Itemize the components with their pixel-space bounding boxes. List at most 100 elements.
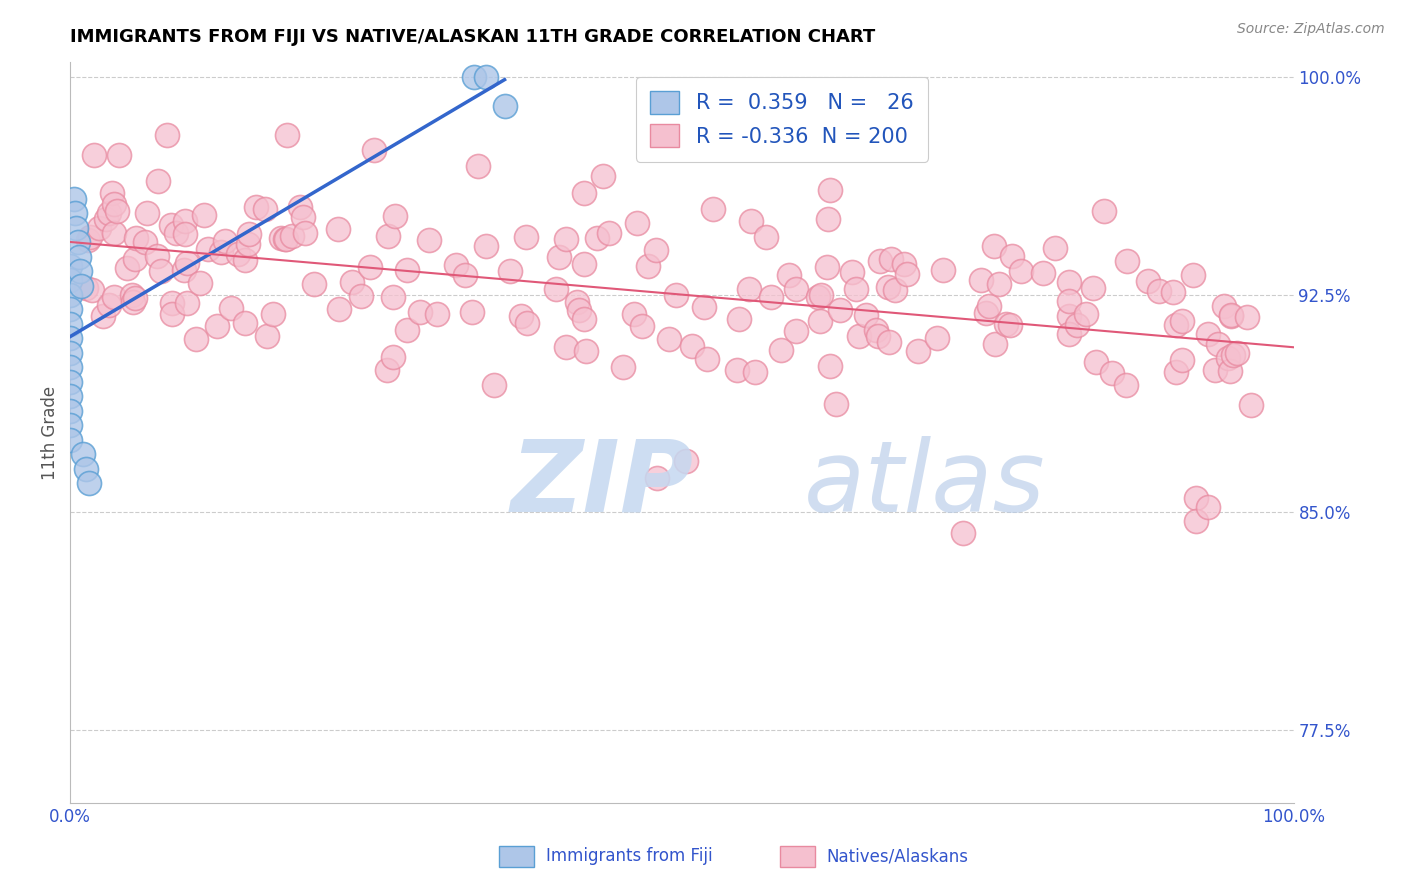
Point: [568, 302, 591, 317]
Point: [294, 226, 316, 240]
Point: [83, 148, 105, 162]
Point: [1115, 377, 1137, 392]
Point: [592, 169, 614, 183]
Point: [359, 260, 381, 274]
Point: [848, 329, 870, 343]
Point: [631, 319, 654, 334]
Point: [59, 287, 82, 301]
Point: [253, 202, 276, 216]
Point: [121, 287, 143, 301]
Point: [877, 280, 900, 294]
Point: [173, 263, 195, 277]
Point: [115, 260, 138, 275]
Point: [907, 343, 929, 358]
Point: [1094, 203, 1116, 218]
Point: [233, 252, 256, 267]
Point: [444, 259, 467, 273]
Point: [193, 208, 215, 222]
Point: [1101, 366, 1123, 380]
Point: [818, 359, 841, 374]
Text: Source: ZipAtlas.com: Source: ZipAtlas.com: [1237, 22, 1385, 37]
Point: [1032, 266, 1054, 280]
Point: [725, 363, 748, 377]
Point: [927, 331, 949, 345]
Point: [100, 186, 122, 201]
Point: [637, 260, 659, 274]
Point: [817, 211, 839, 226]
Point: [1236, 310, 1258, 325]
Point: [159, 218, 181, 232]
Point: [103, 196, 125, 211]
Point: [1219, 309, 1241, 323]
Point: [865, 324, 887, 338]
Point: [262, 307, 284, 321]
Point: [409, 305, 432, 319]
Point: [463, 70, 485, 84]
Point: [233, 316, 256, 330]
Point: [994, 317, 1017, 331]
Point: [108, 148, 131, 162]
Point: [176, 296, 198, 310]
FancyBboxPatch shape: [499, 846, 534, 867]
Point: [983, 239, 1005, 253]
Point: [125, 230, 148, 244]
Point: [693, 300, 716, 314]
Point: [156, 128, 179, 142]
Point: [626, 216, 648, 230]
Point: [66, 235, 89, 250]
Point: [89, 221, 111, 235]
Point: [567, 295, 589, 310]
Point: [65, 221, 87, 235]
Point: [516, 316, 538, 330]
Point: [59, 259, 82, 273]
Point: [59, 302, 82, 317]
Point: [377, 229, 399, 244]
Point: [499, 263, 522, 277]
Legend: R =  0.359   N =   26, R = -0.336  N = 200: R = 0.359 N = 26, R = -0.336 N = 200: [636, 77, 928, 161]
Point: [1057, 310, 1080, 324]
Point: [219, 301, 242, 315]
Point: [340, 275, 363, 289]
Point: [59, 317, 82, 331]
Point: [124, 291, 146, 305]
Point: [1163, 285, 1185, 299]
Point: [1059, 293, 1081, 308]
Point: [970, 273, 993, 287]
Point: [121, 294, 143, 309]
Point: [755, 229, 778, 244]
Point: [1085, 355, 1108, 369]
Point: [382, 350, 405, 364]
Point: [174, 227, 197, 241]
Point: [548, 250, 571, 264]
Point: [77, 476, 100, 491]
Point: [825, 397, 848, 411]
Text: Natives/Alaskans: Natives/Alaskans: [827, 847, 969, 865]
Point: [998, 318, 1021, 332]
FancyBboxPatch shape: [780, 846, 815, 867]
Point: [236, 237, 259, 252]
Point: [184, 332, 207, 346]
Point: [810, 288, 832, 302]
Point: [276, 128, 298, 142]
Point: [574, 257, 596, 271]
Y-axis label: 11th Grade: 11th Grade: [41, 385, 59, 480]
Point: [647, 470, 669, 484]
Point: [841, 265, 863, 279]
Point: [302, 277, 325, 291]
Point: [326, 222, 349, 236]
Point: [979, 299, 1001, 313]
Point: [349, 289, 371, 303]
Point: [623, 307, 645, 321]
Point: [103, 290, 125, 304]
Point: [72, 447, 94, 461]
Point: [103, 226, 125, 240]
Point: [59, 404, 82, 418]
Point: [79, 230, 101, 244]
Point: [482, 378, 505, 392]
Point: [845, 282, 868, 296]
Point: [1222, 348, 1244, 362]
Point: [1170, 314, 1192, 328]
Point: [1043, 241, 1066, 255]
Point: [785, 282, 807, 296]
Point: [63, 206, 86, 220]
